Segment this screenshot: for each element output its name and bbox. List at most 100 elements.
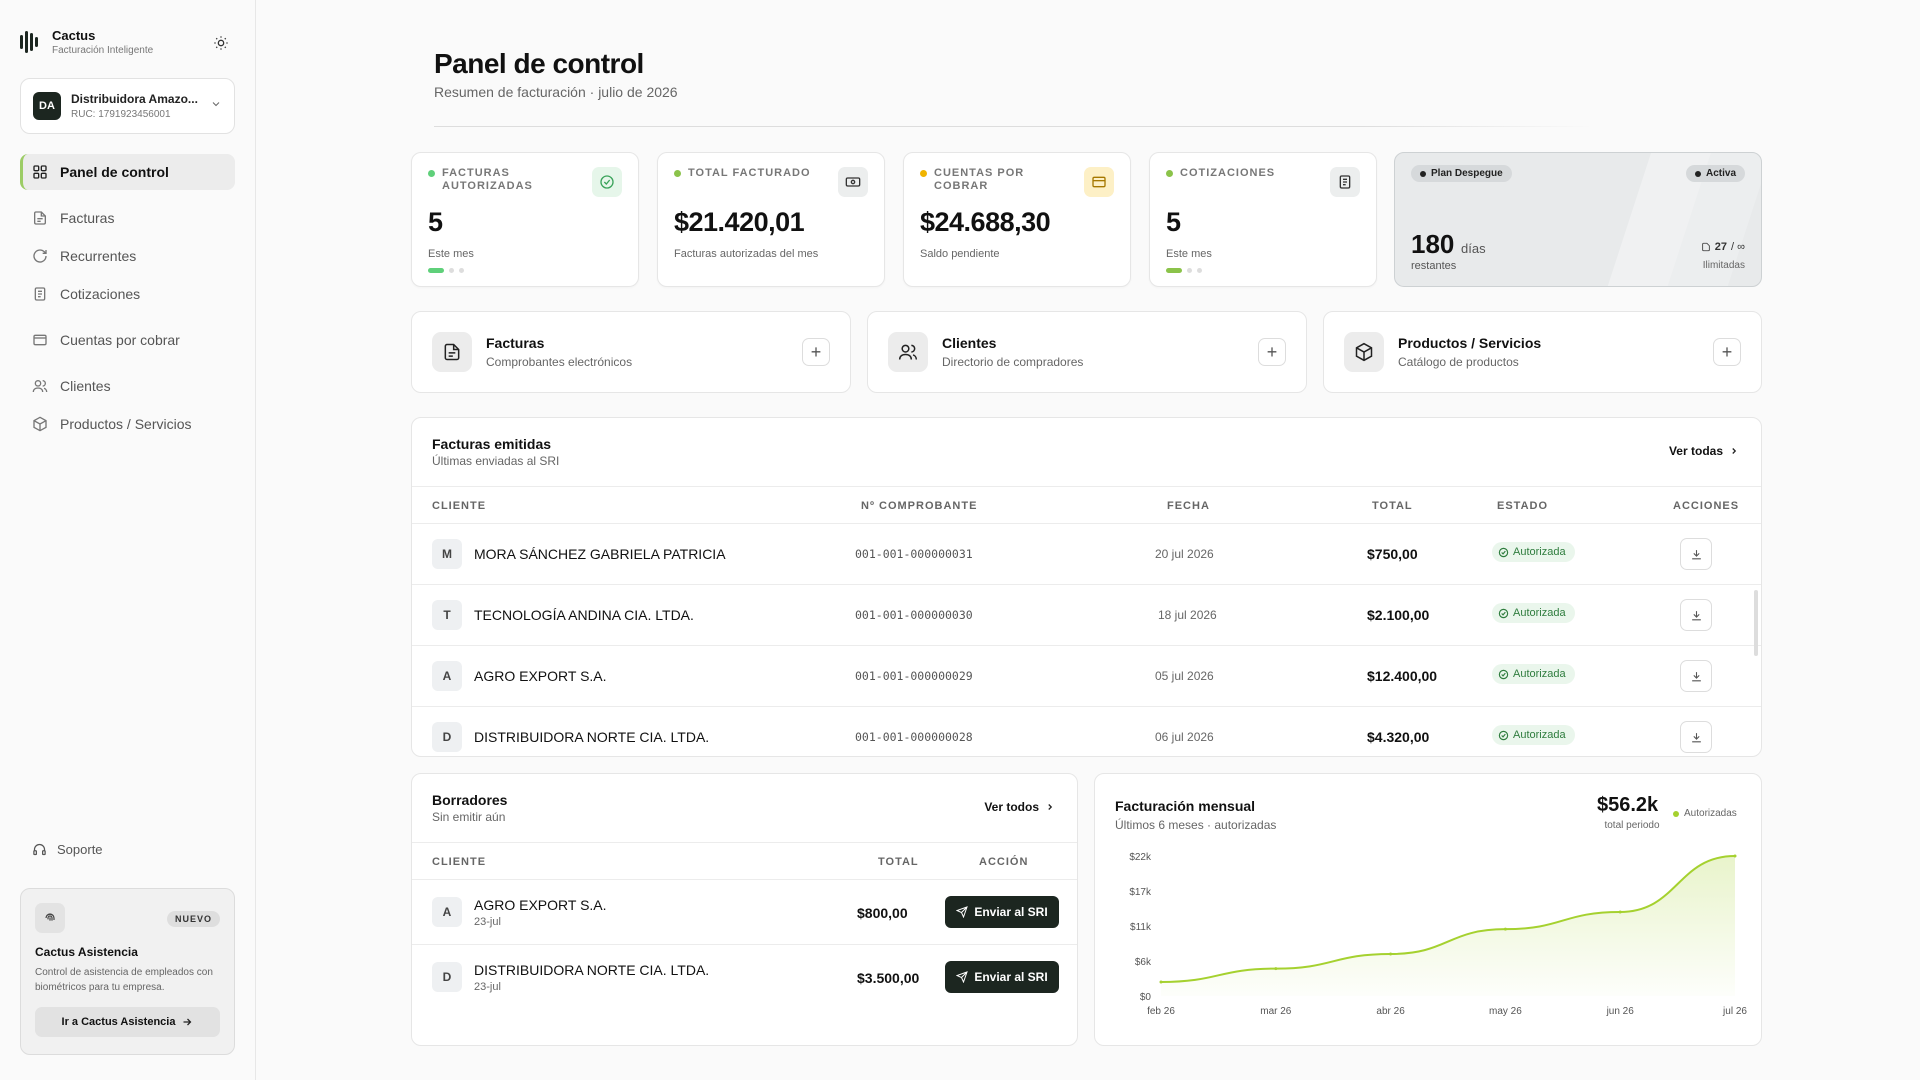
download-button[interactable] [1680,538,1712,570]
data-point [1503,927,1507,931]
series-area [1161,856,1735,996]
stat-card-facturas-autorizadas[interactable]: FACTURAS AUTORIZADAS 5 Este mes [411,152,639,287]
client-avatar: A [432,661,462,691]
invoice-number: 001-001-000000030 [855,608,973,622]
stat-card-cotizaciones[interactable]: COTIZACIONES 5 Este mes [1149,152,1377,287]
send-to-sri-button[interactable]: Enviar al SRI [945,961,1059,993]
new-badge: NUEVO [166,911,220,927]
view-all-invoices-link[interactable]: Ver todas [1669,444,1739,458]
add-invoice-button[interactable]: + [802,338,830,366]
plus-icon: + [1721,341,1733,362]
stat-card-total-facturado[interactable]: TOTAL FACTURADO $21.420,01 Facturas auto… [657,152,885,287]
stat-label: CUENTAS POR COBRAR [920,167,1070,193]
stat-sub: Este mes [428,248,474,260]
table-scrollbar[interactable] [1754,590,1758,656]
invoice-total: $4.320,00 [1367,729,1430,745]
view-all-drafts-link[interactable]: Ver todos [984,800,1055,814]
quick-action-productos[interactable]: Productos / Servicios Catálogo de product… [1323,311,1762,393]
status-label: Autorizada [1513,607,1566,619]
invoice-total: $12.400,00 [1367,668,1438,684]
sidebar-item-facturas[interactable]: Facturas [20,200,235,236]
data-point [1733,854,1737,858]
promo-description: Control de asistencia de empleados con b… [35,967,213,993]
chart-legend: Autorizadas [1673,808,1737,819]
quick-action-facturas[interactable]: Facturas Comprobantes electrónicos + [411,311,851,393]
add-product-button[interactable]: + [1713,338,1741,366]
client-name: AGRO EXPORT S.A. [474,668,607,684]
users-icon [32,380,48,393]
col-cliente: CLIENTE [432,856,487,868]
plan-name: Plan Despegue [1431,168,1503,179]
go-to-asistencia-button[interactable]: Ir a Cactus Asistencia [35,1007,220,1037]
sidebar-item-panel-de-control[interactable]: Panel de control [20,154,235,190]
stat-label: COTIZACIONES [1166,167,1316,180]
col-total: TOTAL [878,856,919,868]
check-circle-icon [1498,608,1509,618]
y-tick-label: $17k [1129,887,1152,898]
status-label: Autorizada [1513,546,1566,558]
stat-sub: Saldo pendiente [920,248,1000,260]
download-button[interactable] [1680,660,1712,692]
quick-action-clientes[interactable]: Clientes Directorio de compradores + [867,311,1307,393]
sidebar: Cactus Facturación Inteligente DA Distri… [0,0,256,1080]
chart-total: $56.2k [1597,794,1659,816]
button-label: Enviar al SRI [974,905,1048,919]
status-badge: Autorizada [1492,664,1575,684]
sidebar-item-clientes[interactable]: Clientes [20,368,235,404]
plan-status: Activa [1705,168,1736,179]
sidebar-item-productos-servicios[interactable]: Productos / Servicios [20,406,235,442]
wallet-icon [33,334,47,346]
download-button[interactable] [1680,721,1712,753]
fingerprint-icon [35,903,65,933]
stat-label-text: FACTURAS AUTORIZADAS [442,167,533,192]
col-total: TOTAL [1372,500,1413,512]
status-dot [428,170,435,177]
table-header: CLIENTE TOTAL ACCIÓN [412,842,1077,880]
brand[interactable]: Cactus Facturación Inteligente [20,28,153,56]
x-tick-label: jun 26 [1606,1006,1635,1017]
download-icon [1691,549,1701,559]
sun-icon[interactable] [212,34,230,52]
stat-value: $21.420,01 [674,207,805,237]
stat-card-cuentas-por-cobrar[interactable]: CUENTAS POR COBRAR $24.688,30 Saldo pend… [903,152,1131,287]
carousel-pager[interactable] [1166,268,1202,273]
plan-limit-label: Ilimitadas [1702,260,1745,271]
col-cliente: CLIENTE [432,500,487,512]
page-title: Panel de control [434,48,644,79]
table-row[interactable]: A AGRO EXPORT S.A. 23-jul $800,00 Enviar… [412,880,1077,945]
table-row[interactable]: D DISTRIBUIDORA NORTE CIA. LTDA. 23-jul … [412,945,1077,1010]
table-row[interactable]: A AGRO EXPORT S.A. 001-001-000000029 05 … [412,646,1761,707]
send-to-sri-button[interactable]: Enviar al SRI [945,896,1059,928]
cash-icon [838,167,868,197]
sidebar-item-cotizaciones[interactable]: Cotizaciones [20,276,235,312]
table-row[interactable]: D DISTRIBUIDORA NORTE CIA. LTDA. 001-001… [412,707,1761,756]
x-tick-label: may 26 [1489,1006,1522,1017]
divider [434,126,1594,127]
download-button[interactable] [1680,599,1712,631]
status-badge: Autorizada [1492,725,1575,745]
table-row[interactable]: T TECNOLOGÍA ANDINA CIA. LTDA. 001-001-0… [412,585,1761,646]
organization-selector[interactable]: DA Distribuidora Amazo... RUC: 179192345… [20,78,235,134]
y-tick-label: $22k [1129,852,1152,863]
invoice-total: $2.100,00 [1367,607,1430,623]
support-link[interactable]: Soporte [32,842,103,857]
data-point [1618,910,1622,914]
sidebar-item-recurrentes[interactable]: Recurrentes [20,238,235,274]
client-avatar: D [432,962,462,992]
client-name: DISTRIBUIDORA NORTE CIA. LTDA. [474,729,710,745]
client-avatar: M [432,539,462,569]
clipboard-icon [1330,167,1360,197]
link-label: Ver todos [984,800,1039,814]
carousel-pager[interactable] [428,268,464,273]
sidebar-item-label: Facturas [60,210,115,226]
invoice-date: 20 jul 2026 [1155,547,1214,561]
plan-remaining-label: restantes [1411,260,1457,272]
col-accion: ACCIÓN [979,856,1029,868]
promo-button-label: Ir a Cactus Asistencia [61,1016,176,1028]
card-subtitle: Últimas enviadas al SRI [432,454,560,468]
chart-title: Facturación mensual [1115,798,1256,814]
add-client-button[interactable]: + [1258,338,1286,366]
table-row[interactable]: M MORA SÁNCHEZ GABRIELA PATRICIA 001-001… [412,524,1761,585]
plan-card[interactable]: Plan Despegue Activa 180 días restantes … [1394,152,1762,287]
sidebar-item-cuentas-por-cobrar[interactable]: Cuentas por cobrar [20,322,235,358]
